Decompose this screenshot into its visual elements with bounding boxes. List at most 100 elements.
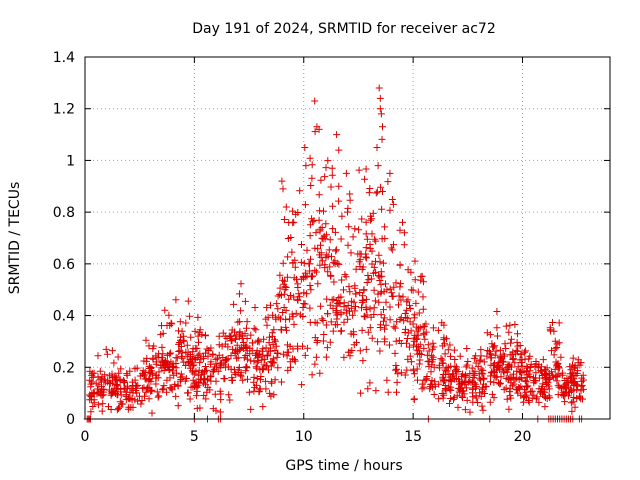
data-point	[332, 302, 340, 310]
data-point	[237, 307, 245, 315]
data-point	[308, 215, 316, 223]
data-point	[104, 376, 112, 384]
data-point	[199, 355, 207, 363]
data-point	[291, 263, 299, 271]
data-point	[477, 392, 485, 400]
data-point	[375, 84, 383, 92]
data-point	[133, 364, 141, 372]
data-point	[362, 253, 370, 261]
data-point	[369, 269, 377, 277]
data-point	[570, 364, 578, 372]
data-point	[404, 329, 412, 337]
data-point	[251, 383, 259, 391]
data-point	[370, 286, 378, 294]
data-point	[298, 381, 306, 389]
data-point	[260, 335, 268, 343]
data-point	[506, 388, 514, 396]
data-point	[374, 162, 382, 170]
data-point	[525, 397, 532, 404]
data-point	[284, 366, 292, 374]
data-point	[296, 293, 304, 301]
data-point	[207, 360, 215, 368]
data-point	[163, 388, 171, 396]
data-point	[94, 352, 102, 360]
data-point	[317, 241, 324, 249]
data-point	[114, 353, 122, 361]
data-point	[348, 297, 356, 305]
data-point	[352, 290, 360, 298]
x-tick-label: 10	[295, 429, 313, 445]
data-point	[376, 273, 384, 281]
data-point	[92, 379, 100, 387]
data-point	[172, 364, 180, 372]
data-point	[333, 311, 341, 319]
data-point	[355, 226, 363, 234]
data-point	[87, 383, 95, 391]
data-point	[346, 288, 354, 296]
data-point	[481, 390, 489, 397]
data-point	[377, 281, 385, 289]
data-point	[108, 370, 116, 378]
data-point	[388, 289, 396, 297]
data-point	[227, 352, 235, 360]
data-point	[194, 313, 202, 321]
data-point	[361, 175, 369, 183]
data-point	[166, 384, 174, 392]
y-tick-label: 1.4	[53, 50, 75, 66]
data-point	[176, 347, 184, 355]
data-point	[330, 259, 338, 267]
data-point	[521, 377, 529, 385]
data-point	[525, 355, 533, 363]
data-point	[123, 371, 131, 379]
data-point	[193, 404, 201, 412]
data-point	[287, 292, 294, 299]
data-point	[331, 257, 339, 265]
data-point	[507, 339, 515, 347]
data-point	[322, 353, 330, 361]
data-point	[328, 171, 336, 179]
data-point	[546, 326, 554, 334]
data-point	[466, 408, 474, 416]
data-point	[290, 320, 298, 328]
data-point	[456, 352, 464, 360]
data-point	[381, 223, 389, 231]
data-point	[170, 371, 178, 379]
data-point	[314, 280, 322, 288]
data-point	[383, 286, 391, 294]
data-point	[283, 348, 291, 356]
data-point	[429, 345, 436, 353]
data-point	[308, 272, 316, 280]
data-point	[468, 364, 476, 372]
data-point	[270, 326, 278, 334]
data-point	[486, 331, 494, 339]
data-point	[344, 315, 352, 323]
data-point	[116, 375, 124, 383]
data-point	[379, 188, 386, 195]
data-point	[311, 97, 319, 105]
data-point	[193, 383, 201, 391]
data-point	[437, 355, 445, 363]
data-point	[427, 368, 435, 376]
data-point	[500, 369, 508, 377]
data-point	[159, 350, 167, 358]
data-point	[174, 402, 182, 410]
data-point	[86, 367, 94, 375]
data-point	[327, 318, 335, 326]
data-point	[99, 391, 107, 399]
data-point	[565, 383, 573, 391]
data-point	[266, 333, 273, 341]
data-point	[542, 394, 549, 402]
data-point	[527, 388, 535, 396]
data-point	[301, 201, 309, 209]
data-point	[409, 320, 417, 328]
data-point	[397, 280, 405, 288]
data-point	[326, 301, 334, 309]
data-point	[195, 338, 202, 346]
data-point	[303, 290, 311, 298]
data-point	[349, 311, 357, 319]
data-point	[440, 391, 448, 399]
data-point	[346, 190, 354, 198]
x-tick-label: 15	[404, 429, 422, 445]
data-point	[510, 370, 517, 378]
data-point	[235, 331, 243, 339]
